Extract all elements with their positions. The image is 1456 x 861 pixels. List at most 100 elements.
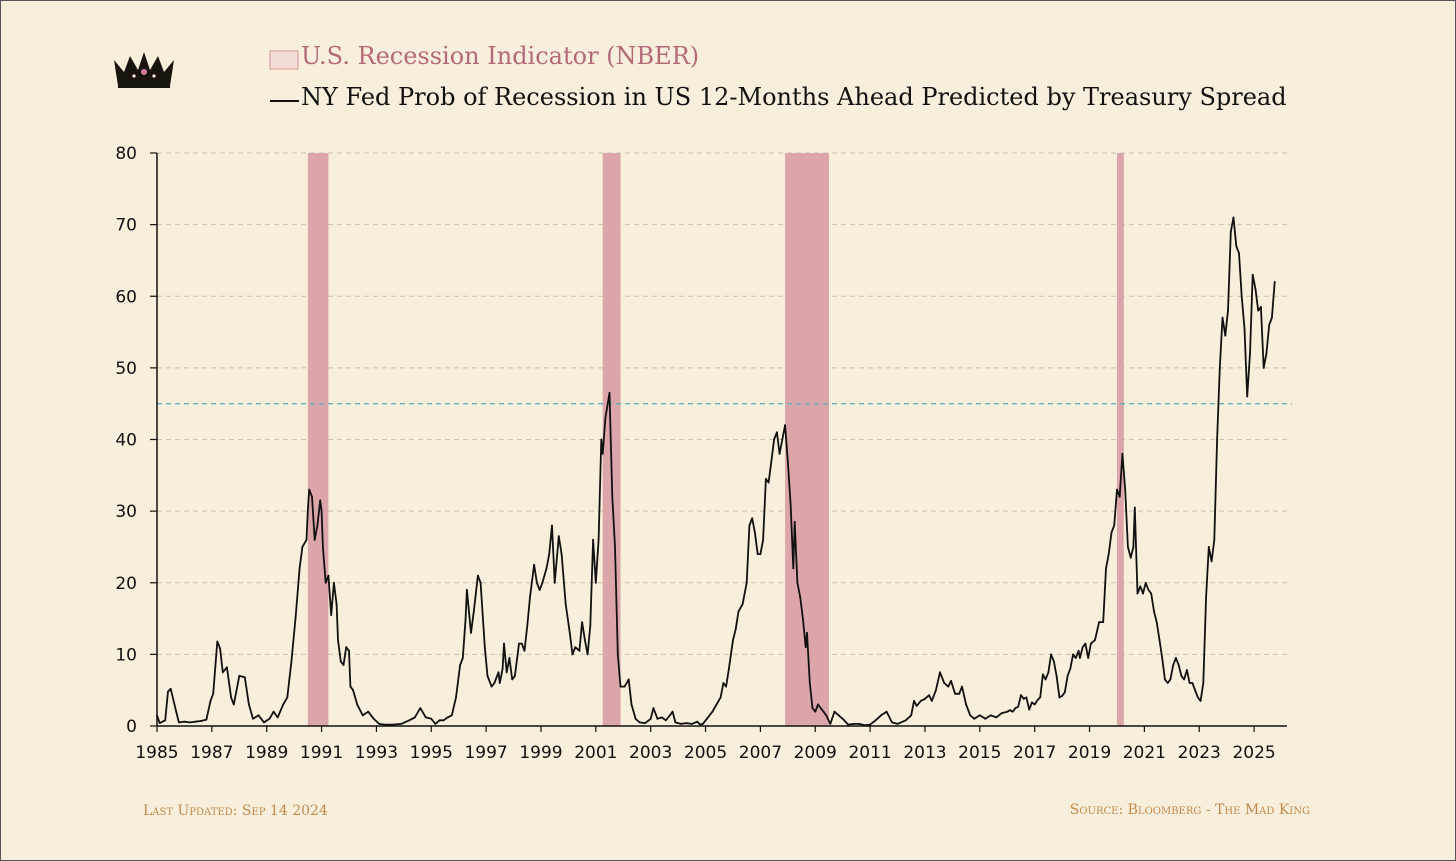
data-point: [592, 538, 594, 541]
data-point: [1213, 538, 1216, 541]
data-point: [276, 716, 279, 719]
x-tick-label: 2023: [1178, 743, 1221, 763]
data-point: [158, 722, 161, 724]
data-point: [776, 431, 778, 434]
x-tick-label: 1995: [410, 743, 453, 763]
data-point: [339, 660, 342, 663]
y-tick-label: 0: [126, 717, 137, 737]
data-point: [209, 700, 212, 702]
data-point: [756, 553, 759, 555]
data-point: [1265, 352, 1268, 355]
data-point: [852, 723, 855, 725]
data-point: [1074, 657, 1077, 659]
data-point: [847, 723, 850, 726]
data-point: [1102, 621, 1105, 623]
data-point: [335, 603, 338, 606]
data-point: [1205, 596, 1207, 598]
data-point: [891, 721, 893, 724]
data-point: [778, 452, 781, 455]
data-point: [748, 524, 751, 527]
data-point: [1025, 696, 1028, 699]
data-point: [178, 721, 180, 724]
data-point: [243, 676, 246, 679]
data-point: [685, 722, 688, 724]
data-point: [248, 703, 250, 706]
data-point: [564, 603, 567, 606]
data-point: [520, 642, 523, 645]
data-point: [1009, 709, 1011, 712]
legend-recession-label: U.S. Recession Indicator (NBER): [301, 42, 699, 70]
data-point: [1166, 682, 1169, 684]
data-point: [413, 716, 416, 719]
data-point: [1058, 696, 1061, 699]
x-tick-label: 1989: [245, 743, 288, 763]
data-point: [1014, 707, 1017, 709]
y-tick-label: 50: [115, 359, 137, 379]
data-point: [367, 710, 370, 713]
y-tick-label: 60: [115, 287, 137, 307]
data-point: [961, 685, 963, 688]
data-point: [505, 671, 508, 674]
data-point: [345, 646, 348, 649]
data-point: [770, 460, 773, 462]
data-point: [817, 703, 819, 706]
data-point: [1072, 653, 1074, 656]
data-point: [725, 685, 727, 688]
data-point: [571, 653, 574, 656]
data-point: [616, 653, 619, 656]
plot-area: 0 10 20 30 40 50 60 70 80 1985 1987 1989 1991 1993 199…: [115, 144, 1292, 763]
data-point: [793, 521, 796, 523]
data-point: [538, 589, 541, 591]
data-point: [1238, 252, 1240, 255]
data-point: [226, 666, 228, 669]
data-point: [1202, 682, 1205, 684]
data-point: [722, 682, 725, 684]
data-point: [1000, 712, 1003, 714]
data-point: [1133, 506, 1136, 509]
data-point: [589, 624, 592, 627]
crown-icon: [114, 52, 174, 88]
data-point: [1094, 639, 1096, 641]
data-point: [1188, 682, 1191, 684]
y-tick-label: 30: [115, 502, 137, 522]
data-point: [472, 610, 475, 613]
data-point: [706, 717, 708, 720]
data-point: [614, 546, 616, 548]
data-point: [461, 657, 464, 659]
data-point: [919, 700, 922, 702]
data-point: [608, 392, 611, 394]
data-point: [1011, 710, 1014, 713]
y-tick-label: 80: [115, 144, 137, 164]
data-point: [869, 723, 871, 726]
data-point: [833, 710, 836, 713]
data-point: [470, 632, 472, 634]
x-tick-label: 2019: [1068, 743, 1111, 763]
data-point: [745, 581, 748, 584]
data-point: [169, 687, 172, 690]
data-point: [1047, 671, 1050, 674]
y-tick-label: 70: [115, 216, 137, 236]
data-point: [1271, 316, 1273, 319]
data-point: [1118, 495, 1121, 498]
data-point: [557, 535, 560, 538]
data-point: [1183, 678, 1185, 681]
data-point: [841, 717, 844, 720]
data-point: [664, 719, 667, 722]
data-point: [728, 667, 730, 670]
data-point: [553, 581, 556, 584]
data-point: [232, 703, 235, 706]
data-point: [526, 624, 529, 627]
data-point: [1251, 273, 1254, 276]
data-point: [1066, 675, 1069, 677]
data-point: [477, 574, 479, 577]
data-point: [1177, 664, 1180, 666]
data-point: [935, 689, 937, 692]
data-point: [479, 581, 482, 584]
data-point: [1110, 531, 1113, 534]
data-point: [829, 723, 832, 725]
data-point: [804, 646, 807, 649]
data-point: [1172, 664, 1175, 666]
data-point: [183, 720, 186, 723]
data-point: [586, 653, 589, 656]
